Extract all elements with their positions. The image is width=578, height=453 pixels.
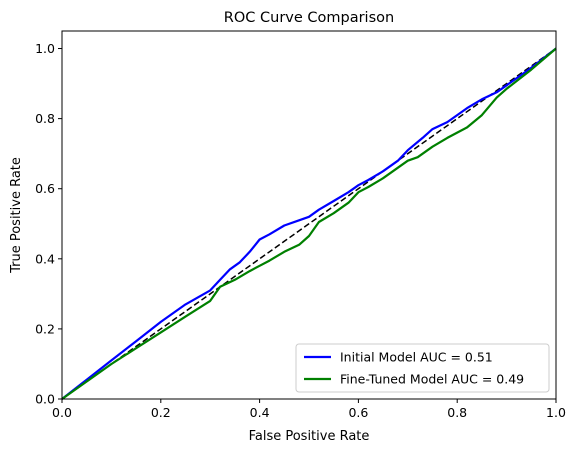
y-tick-label: 0.6 [35,181,55,196]
plot-area [61,47,557,400]
roc-line-0 [61,47,557,400]
legend-entry-label: Initial Model AUC = 0.51 [340,350,493,365]
x-axis-ticks: 0.0 0.2 0.4 0.6 0.8 1.0 [52,399,566,420]
roc-line-1 [61,47,557,400]
y-tick-label: 1.0 [35,41,55,56]
y-tick-label: 0.8 [35,111,55,126]
x-tick-label: 0.4 [250,405,270,420]
y-tick-label: 0.4 [35,251,55,266]
x-tick-label: 0.2 [151,405,171,420]
x-tick-label: 0.6 [348,405,368,420]
legend-box [295,343,550,393]
x-tick-label: 0.0 [52,405,72,420]
y-tick-label: 0.2 [35,321,55,336]
legend-entry-label: Fine-Tuned Model AUC = 0.49 [340,372,524,387]
x-tick-label: 0.8 [447,405,467,420]
y-axis-label: True Positive Rate [9,157,24,274]
chance-diagonal-line [61,47,557,400]
x-tick-label: 1.0 [546,405,566,420]
y-axis-ticks: 0.0 0.2 0.4 0.6 0.8 1.0 [35,41,62,407]
y-tick-label: 0.0 [35,392,55,407]
legend: Initial Model AUC = 0.51 Fine-Tuned Model… [295,343,550,393]
chart-title: ROC Curve Comparison [224,10,394,26]
x-axis-label: False Positive Rate [249,429,370,444]
plot-frame [61,30,557,400]
